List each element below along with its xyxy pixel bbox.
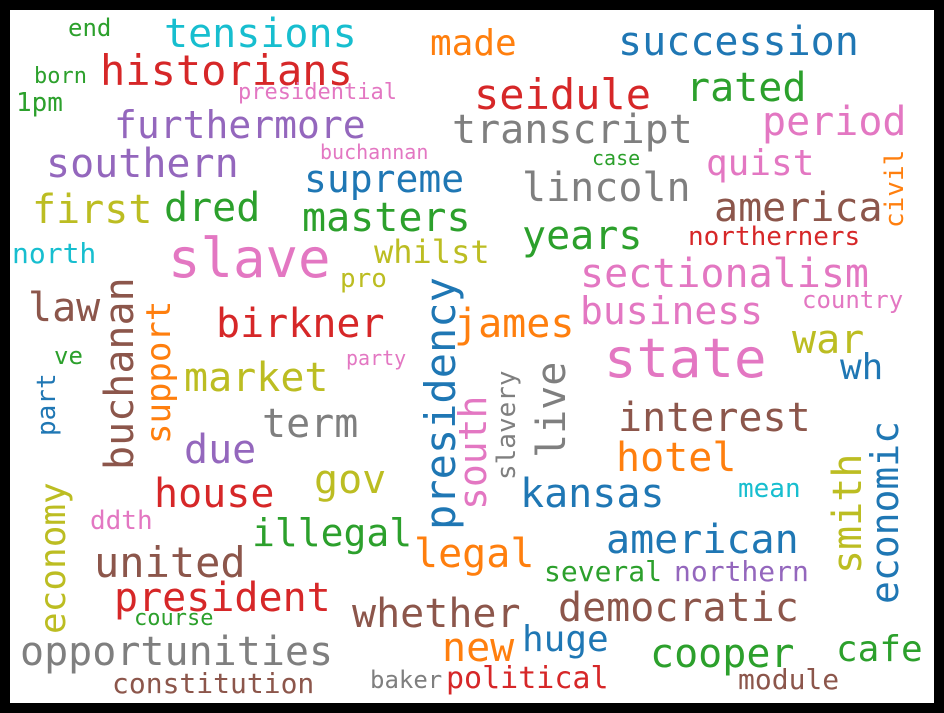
word-america: america [714,185,883,231]
word-economy: economy [33,482,74,634]
word-james: james [454,301,575,347]
word-interest: interest [618,395,811,441]
word-hotel: hotel [616,435,737,481]
word-buchanan: buchanan [97,277,143,470]
word-tensions: tensions [164,11,357,57]
word-smith: smith [825,453,871,574]
word-years: years [522,213,643,259]
word-new: new [442,625,515,671]
word-dred: dred [164,185,261,231]
word-cooper: cooper [650,631,795,677]
word-presidential: presidential [238,80,397,105]
word-north: north [12,237,97,270]
word-period: period [762,99,907,145]
word-quist: quist [706,143,815,184]
word-several: several [544,555,663,588]
word-wh: wh [840,347,884,388]
word-support: support [139,300,179,444]
word-kansas: kansas [520,471,665,517]
word-political: political [446,661,609,696]
word-country: country [802,286,904,314]
word-birkner: birkner [216,301,385,347]
word-constitution: constitution [112,667,315,700]
word-huge: huge [522,619,609,660]
word-civil: civil [880,149,910,228]
word-term: term [262,401,359,447]
word-legal: legal [414,531,535,577]
word-cloud: end tensions made succession born historians s… [10,10,934,703]
word-opportunities: opportunities [20,629,334,675]
word-pro: pro [340,264,387,294]
word-whether: whether [352,591,521,637]
word-market: market [184,355,329,401]
word-baker: baker [370,666,443,694]
word-state: state [604,327,767,390]
word-transcript: transcript [452,107,693,153]
word-succession: succession [618,19,859,65]
word-seidule: seidule [474,70,652,119]
word-american: american [606,517,799,563]
word-gov: gov [314,457,387,503]
word-course: course [134,606,214,631]
word-economic: economic [863,420,907,604]
word-ddth: ddth [90,506,153,536]
word-furthermore: furthermore [114,103,366,147]
word-1pm: 1pm [16,88,63,118]
word-due: due [184,427,257,473]
word-illegal: illegal [252,511,413,555]
word-made: made [430,23,517,64]
word-ve: ve [54,342,83,370]
word-born: born [34,64,87,89]
word-rated: rated [686,65,807,111]
word-cafe: cafe [836,629,923,670]
word-masters: masters [302,195,471,241]
word-lincoln: lincoln [522,165,691,211]
word-end: end [68,14,112,42]
word-slave: slave [168,227,331,290]
word-slavery: slavery [492,370,522,480]
word-northern: northern [674,555,809,588]
word-live: live [529,361,575,458]
word-united: united [94,538,246,587]
word-supreme: supreme [304,157,465,201]
word-southern: southern [46,141,239,187]
word-president: president [114,575,331,621]
word-northerners: northerners [688,222,861,252]
word-module: module [738,663,840,696]
word-mean: mean [738,474,801,504]
word-first: first [32,187,153,233]
word-house: house [154,471,275,517]
word-whilst: whilst [374,233,490,271]
word-part: part [32,373,62,436]
word-sectionalism: sectionalism [580,251,869,297]
word-war: war [792,317,865,363]
word-south: south [451,395,495,510]
word-historians: historians [100,46,353,95]
word-business: business [580,289,764,333]
word-law: law [28,285,101,331]
word-party: party [346,346,407,370]
word-buchannan: buchannan [320,140,429,164]
word-democratic: democratic [558,585,799,631]
word-case: case [592,146,641,170]
